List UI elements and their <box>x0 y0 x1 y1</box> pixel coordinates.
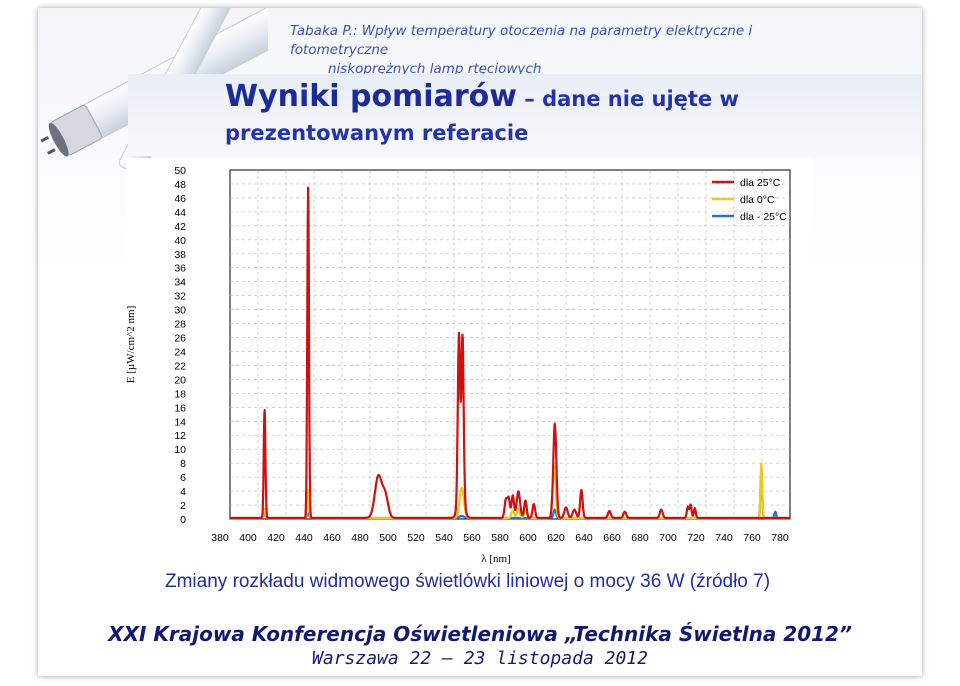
y-tick-label: 50 <box>174 165 186 177</box>
y-tick-label: 0 <box>180 514 186 526</box>
title-main: Wyniki pomiarów <box>225 79 517 114</box>
legend-label: dla 0°C <box>740 194 775 206</box>
x-tick-label: 720 <box>687 532 705 544</box>
chart-caption: Zmiany rozkładu widmowego świetlówki lin… <box>165 571 771 592</box>
y-tick-label: 40 <box>174 235 186 247</box>
x-tick-label: 740 <box>715 532 733 544</box>
y-tick-label: 38 <box>174 249 186 261</box>
spectrum-chart: 0246810121416182022242628303234363840424… <box>126 165 791 565</box>
y-axis-label: E [µW/cm^2 nm] <box>126 306 137 383</box>
title-rest-a: dane nie ujęte w <box>542 87 739 111</box>
title-band <box>128 74 922 156</box>
x-tick-label: 500 <box>379 532 397 544</box>
title-dash: – <box>516 87 543 111</box>
x-tick-label: 400 <box>239 532 257 544</box>
x-tick-label: 520 <box>407 532 425 544</box>
y-tick-label: 2 <box>180 500 186 512</box>
x-axis-label: λ [nm] <box>481 553 510 565</box>
x-tick-label: 760 <box>743 532 761 544</box>
y-tick-label: 12 <box>174 430 186 442</box>
x-tick-label: 700 <box>659 532 677 544</box>
y-tick-label: 34 <box>174 277 186 289</box>
x-tick-label: 660 <box>603 532 621 544</box>
y-tick-label: 22 <box>174 360 186 372</box>
x-tick-label: 460 <box>323 532 341 544</box>
y-tick-label: 16 <box>174 402 186 414</box>
y-tick-label: 42 <box>174 221 186 233</box>
y-tick-label: 6 <box>180 472 186 484</box>
header-line-2: niskoprężnych lamp rtęciowych <box>328 61 542 77</box>
legend-label: dla 25°C <box>740 177 781 189</box>
x-tick-label: 560 <box>463 532 481 544</box>
y-tick-label: 14 <box>174 416 186 428</box>
y-tick-label: 4 <box>180 486 186 498</box>
y-tick-label: 8 <box>180 458 186 470</box>
y-tick-label: 18 <box>174 388 186 400</box>
y-tick-label: 44 <box>174 207 186 219</box>
slide-title: Wyniki pomiarów – dane nie ujęte w preze… <box>225 80 825 150</box>
legend-label: dla - 25°C <box>740 211 787 223</box>
conference-title: XXI Krajowa Konferencja Oświetleniowa „T… <box>108 622 852 646</box>
y-tick-label: 48 <box>174 179 186 191</box>
x-tick-label: 600 <box>519 532 537 544</box>
x-tick-label: 540 <box>435 532 453 544</box>
y-tick-label: 46 <box>174 193 186 205</box>
y-tick-label: 32 <box>174 291 186 303</box>
x-tick-label: 620 <box>547 532 565 544</box>
y-tick-label: 36 <box>174 263 186 275</box>
x-tick-label: 580 <box>491 532 509 544</box>
y-tick-label: 28 <box>174 319 186 331</box>
y-tick-label: 20 <box>174 374 186 386</box>
y-tick-label: 10 <box>174 444 186 456</box>
paper-reference-header: Tabaka P.: Wpływ temperatury otoczenia n… <box>290 22 850 79</box>
header-line-1: Tabaka P.: Wpływ temperatury otoczenia n… <box>290 23 753 58</box>
x-tick-label: 480 <box>351 532 369 544</box>
x-tick-label: 680 <box>631 532 649 544</box>
series-line <box>229 186 791 520</box>
chart-panel: 0 2 4 6 8 10 12 14 16 18 20 22 24 26 28 30 32 34 36 38 40 42 4… <box>126 158 814 606</box>
x-tick-label: 420 <box>267 532 285 544</box>
y-tick-label: 30 <box>174 305 186 317</box>
y-tick-label: 26 <box>174 333 186 345</box>
x-tick-label: 780 <box>771 532 789 544</box>
x-tick-label: 640 <box>575 532 593 544</box>
conference-date: Warszawa 22 – 23 listopada 2012 <box>312 648 648 669</box>
y-tick-label: 24 <box>174 346 186 358</box>
x-tick-label: 440 <box>295 532 313 544</box>
x-tick-label: 380 <box>211 532 229 544</box>
title-rest-b: prezentowanym referacie <box>225 121 529 145</box>
